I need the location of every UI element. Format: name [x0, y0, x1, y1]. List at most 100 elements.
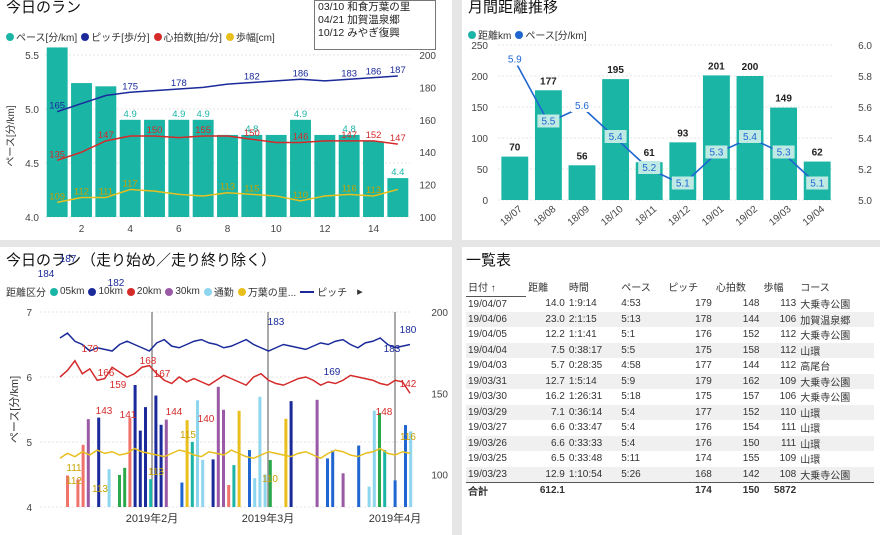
x-tick-label: 6: [176, 224, 182, 235]
data-label: 140: [198, 414, 215, 425]
bar: [338, 134, 360, 217]
table-cell: 大乗寺公園: [798, 373, 874, 389]
bar: [409, 431, 413, 507]
bar: [265, 134, 287, 217]
legend-label: ピッチ[歩/分]: [91, 33, 150, 44]
pace-label: 5.3: [777, 148, 791, 159]
bar: [341, 473, 345, 507]
y-tick-label: 4: [26, 503, 32, 514]
legend2-item[interactable]: ペース[分/km]: [515, 27, 587, 42]
legend: 距離区分 05km 10km 20km 30km 通勤 万葉の里... ピッチ ▸: [6, 284, 363, 299]
legend1-item[interactable]: ピッチ[歩/分]: [81, 29, 150, 44]
data-label: 115: [180, 430, 196, 441]
legend-marker: [468, 30, 476, 39]
pace-label: 5.4: [743, 132, 757, 143]
table-cell: 5:13: [619, 311, 667, 327]
table-cell: 5:9: [619, 373, 667, 389]
table-row[interactable]: 19/03/23 12.9 1:10:54 5:26 168 142 108 大乗寺公園: [466, 466, 874, 482]
table-row[interactable]: 19/03/29 7.1 0:36:14 5:4 177 152 110 山環: [466, 404, 874, 420]
table-cell: 112: [761, 342, 799, 358]
table-cell: 0:38:17: [566, 342, 620, 358]
table-row[interactable]: 19/03/30 16.2 1:26:31 5:18 175 157 106 大乗寺公園: [466, 389, 874, 405]
y-tick-label: 0: [482, 196, 488, 207]
table-row[interactable]: 19/04/05 12.2 1:1:41 5:1 176 152 112 大乗寺公園: [466, 327, 874, 343]
legend-next-arrow[interactable]: ▸: [357, 286, 363, 298]
table-cell: 7.1: [526, 404, 567, 420]
legend3-item[interactable]: 05km: [50, 284, 84, 299]
bar: [76, 479, 80, 507]
table-cell: 174: [695, 453, 712, 465]
bar: [201, 460, 205, 507]
data-label: 187: [60, 254, 77, 265]
table-row[interactable]: 19/04/07 14.0 1:9:14 4:53 179 148 113 大乗寺公園: [466, 296, 874, 312]
table-row[interactable]: 19/03/31 12.7 1:5:14 5:9 179 162 109 大乗寺公園: [466, 373, 874, 389]
legend1-item[interactable]: 歩幅[cm]: [225, 29, 275, 44]
table-row[interactable]: 19/04/04 7.5 0:38:17 5:5 175 158 112 山環: [466, 342, 874, 358]
table-cell: 148: [742, 298, 760, 310]
data-label: 4.4: [391, 167, 404, 178]
table-cell: 0:36:14: [566, 404, 620, 420]
y-tick-label: 7: [26, 308, 32, 319]
column-header[interactable]: コース: [800, 283, 830, 294]
y2-tick-label: 100: [431, 471, 448, 482]
table-cell: 176: [695, 329, 712, 341]
legend3-item[interactable]: 10km: [88, 284, 123, 299]
x-tick-label: 2019年2月: [126, 511, 179, 525]
column-header[interactable]: 時間: [568, 283, 589, 294]
table-cell: 177: [695, 360, 712, 372]
y-tick-label: 250: [471, 41, 488, 52]
table-cell: 6.6: [526, 435, 567, 451]
table-cell: 110: [761, 404, 799, 420]
x-tick-label: 4: [127, 224, 133, 235]
bar: [501, 156, 529, 200]
legend2-item[interactable]: 距離km: [468, 27, 511, 42]
legend3-item[interactable]: 通勤: [203, 284, 234, 299]
legend3-item[interactable]: 20km: [126, 284, 161, 299]
legend-label: 距離km: [478, 31, 512, 42]
legend1-item[interactable]: 心拍数[拍/分]: [153, 29, 222, 44]
table-row[interactable]: 19/03/26 6.6 0:33:33 5:4 176 150 111 山環: [466, 435, 874, 451]
bar: [314, 134, 336, 217]
table-row[interactable]: 19/04/06 23.0 2:1:15 5:13 178 144 106 加賀温泉郷: [466, 311, 874, 327]
data-label: 169: [324, 367, 341, 378]
table-cell: 0:28:35: [568, 360, 603, 372]
table-cell: 5:1: [621, 329, 636, 341]
table-cell: 158: [713, 342, 762, 358]
column-header[interactable]: 距離: [528, 283, 549, 294]
bar: [95, 86, 117, 217]
legend1-item[interactable]: ペース[分/km]: [6, 29, 77, 44]
pace-label-bg: [571, 99, 593, 112]
bar: [241, 134, 263, 217]
table-cell: 高尾台: [800, 362, 831, 374]
bar-value-label: 195: [607, 65, 624, 76]
pace-label: 5.1: [676, 179, 690, 190]
table-cell: 154: [742, 422, 760, 434]
legend-marker: [153, 32, 162, 41]
column-header[interactable]: ピッチ: [668, 283, 699, 294]
data-label: 115: [244, 183, 259, 194]
legend-label: ペース[分/km]: [525, 31, 587, 42]
table-row[interactable]: 19/03/27 6.6 0:33:47 5:4 176 154 111 山環: [466, 420, 874, 436]
column-header[interactable]: 歩幅: [763, 283, 784, 294]
x-tick-label: 19/02: [734, 204, 761, 229]
bar-value-label: 200: [742, 62, 759, 73]
tooltip-line: 04/21 加賀温泉郷: [318, 14, 400, 26]
legend-marker: [203, 287, 212, 296]
table-row[interactable]: 19/03/25 6.5 0:33:48 5:11 174 155 109 山環: [466, 451, 874, 467]
column-header[interactable]: 心拍数: [715, 283, 746, 294]
column-header[interactable]: ペース: [621, 283, 651, 294]
x-tick-label: 12: [319, 224, 331, 235]
bar-value-label: 70: [509, 143, 521, 154]
x-tick-label: 2019年4月: [369, 511, 422, 525]
table-row[interactable]: 19/04/03 5.7 0:28:35 4:58 177 144 112 高尾台: [466, 358, 874, 374]
bar-value-label: 201: [708, 61, 725, 72]
legend3-item[interactable]: 30km: [165, 284, 200, 299]
legend3-item[interactable]: 万葉の里...: [237, 284, 296, 299]
column-header[interactable]: 日付 ↑: [466, 277, 527, 297]
bar-value-label: 177: [540, 76, 557, 87]
data-label: 182: [244, 72, 260, 83]
bar-value-label: 93: [677, 128, 689, 139]
legend3-item[interactable]: ピッチ: [300, 284, 347, 299]
pace-label-bg: [638, 161, 661, 174]
pace-label: 5.5: [541, 117, 555, 128]
